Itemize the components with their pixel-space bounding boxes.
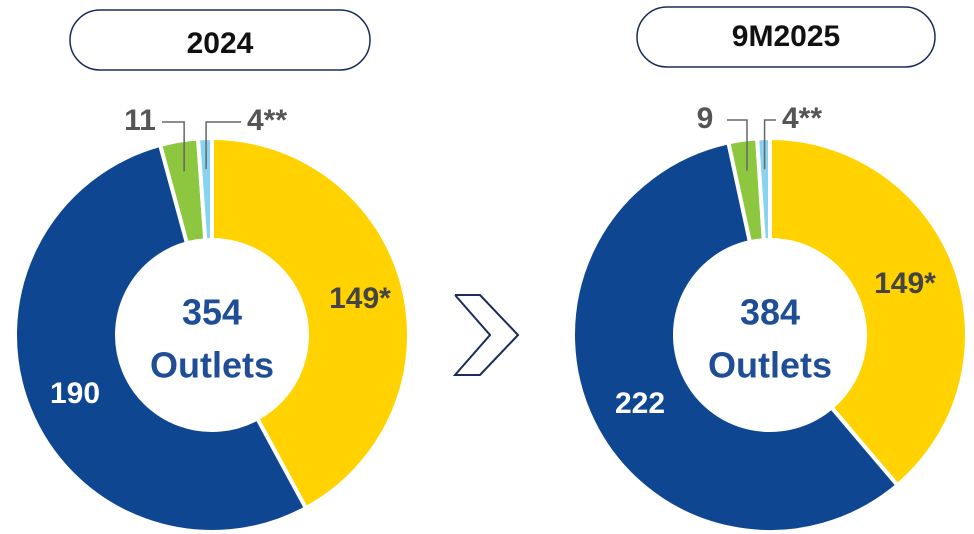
chart-title: 2024 <box>187 27 254 60</box>
data-label: 9 <box>697 102 714 135</box>
data-label: 222 <box>615 387 665 420</box>
data-label: 11 <box>124 104 156 137</box>
title-pill <box>69 9 371 71</box>
center-text: Outlets <box>708 345 832 386</box>
leader-line <box>727 119 748 171</box>
data-label: 149* <box>874 267 936 300</box>
donut-segment <box>754 135 772 243</box>
donut-segment <box>768 135 969 489</box>
center-total: 354 <box>182 292 242 333</box>
data-label: 4** <box>247 104 287 137</box>
center-text: Outlets <box>150 345 274 386</box>
data-label: 149* <box>329 282 391 315</box>
donut-segment <box>571 140 901 534</box>
donut-segment <box>210 135 411 511</box>
title-pill <box>636 6 936 68</box>
chart-title: 9M2025 <box>732 20 840 53</box>
leader-line <box>205 121 241 170</box>
data-label: 4** <box>782 102 822 135</box>
leader-line <box>162 121 185 172</box>
data-label: 190 <box>50 377 100 410</box>
donut-segment <box>195 135 214 243</box>
leader-line <box>763 119 776 170</box>
center-total: 384 <box>740 292 800 333</box>
arrow <box>452 294 520 376</box>
donut-segment <box>13 142 309 534</box>
